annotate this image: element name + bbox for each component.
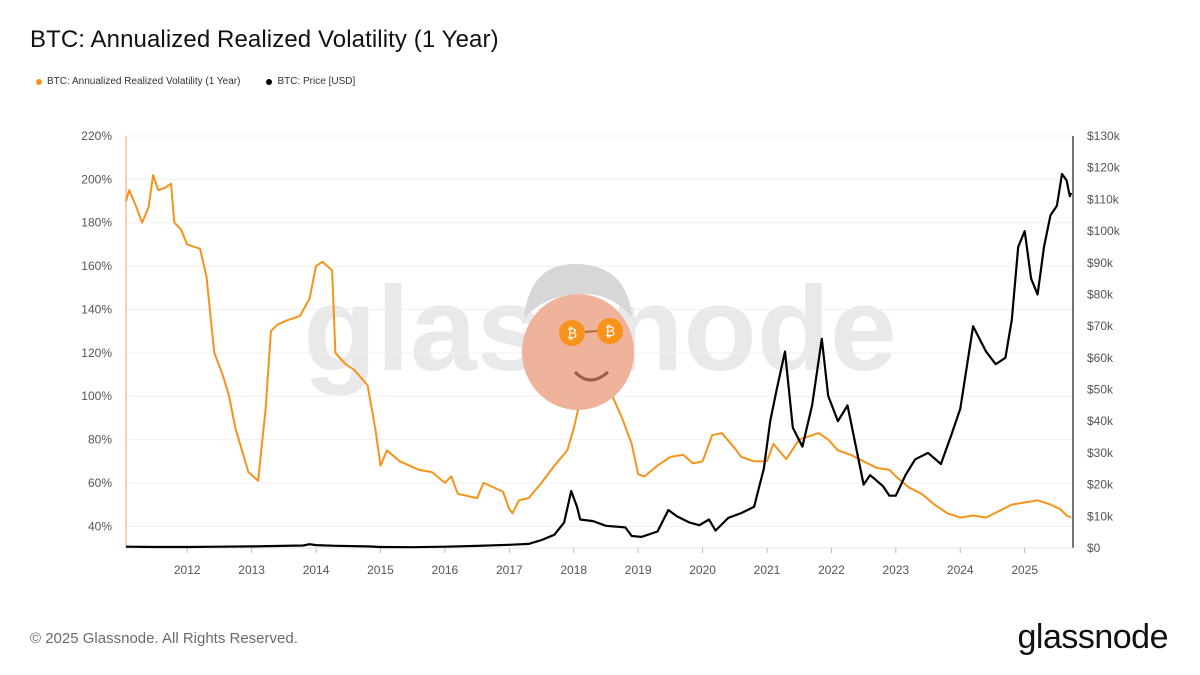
y-left-tick-label: 40%: [88, 519, 112, 533]
y-right-tick-label: $90k: [1087, 256, 1114, 270]
legend-item-volatility[interactable]: BTC: Annualized Realized Volatility (1 Y…: [36, 76, 240, 87]
y-right-tick-label: $20k: [1087, 478, 1114, 492]
legend-item-price[interactable]: BTC: Price [USD]: [266, 76, 355, 87]
volatility-series-line[interactable]: [125, 174, 1072, 519]
chart-title: BTC: Annualized Realized Volatility (1 Y…: [30, 26, 499, 53]
y-left-tick-label: 160%: [81, 259, 112, 273]
y-right-tick-label: $120k: [1087, 161, 1121, 175]
y-right-tick-label: $100k: [1087, 224, 1121, 238]
x-tick-label: 2020: [689, 563, 716, 577]
y-right-tick-label: $10k: [1087, 509, 1114, 523]
y-left-tick-label: 100%: [81, 389, 112, 403]
svg-text:₿: ₿: [567, 325, 577, 341]
y-right-tick-label: $80k: [1087, 287, 1114, 301]
series-group: [125, 172, 1073, 549]
x-tick-label: 2018: [560, 563, 587, 577]
legend-dot-volatility: [36, 78, 42, 85]
price-series-line[interactable]: [125, 172, 1073, 549]
bitcoin-glasses-face-illustration: ₿ ₿: [522, 263, 634, 410]
x-tick-label: 2025: [1011, 563, 1038, 577]
y-left-tick-label: 120%: [81, 346, 112, 360]
x-tick-label: 2014: [303, 563, 330, 577]
x-tick-label: 2024: [947, 563, 974, 577]
y-left-tick-label: 220%: [81, 129, 112, 143]
axes: 40% 60% 80% 100% 120% 140% 160% 180% 200% 220% $0 $…: [81, 129, 1120, 577]
y-left-tick-label: 200%: [81, 172, 112, 186]
x-tick-label: 2016: [432, 563, 459, 577]
y-right-tick-label: $130k: [1087, 129, 1121, 143]
glassnode-logo[interactable]: glassnode: [1017, 618, 1168, 656]
y-left-tick-label: 80%: [88, 433, 112, 447]
legend: BTC: Annualized Realized Volatility (1 Y…: [36, 76, 355, 87]
y-right-tick-label: $30k: [1087, 446, 1114, 460]
y-right-tick-label: $110k: [1087, 192, 1120, 206]
x-tick-label: 2013: [238, 563, 265, 577]
legend-dot-price: [266, 78, 273, 85]
x-tick-label: 2021: [754, 563, 781, 577]
y-left-tick-label: 180%: [81, 216, 112, 230]
y-left-tick-label: 140%: [81, 302, 112, 316]
y-right-tick-label: $40k: [1087, 414, 1114, 428]
x-tick-label: 2015: [367, 563, 394, 577]
legend-label-price: BTC: Price [USD]: [277, 76, 356, 87]
copyright: © 2025 Glassnode. All Rights Reserved.: [30, 630, 298, 647]
legend-label-volatility: BTC: Annualized Realized Volatility (1 Y…: [47, 76, 241, 87]
y-right-tick-label: $0: [1087, 541, 1101, 555]
x-tick-label: 2019: [625, 563, 652, 577]
x-tick-label: 2012: [174, 563, 201, 577]
y-right-tick-label: $70k: [1087, 319, 1114, 333]
svg-text:₿: ₿: [605, 323, 615, 339]
x-tick-label: 2017: [496, 563, 523, 577]
y-right-tick-label: $50k: [1087, 383, 1114, 397]
y-right-tick-label: $60k: [1087, 351, 1114, 365]
x-tick-label: 2023: [882, 563, 909, 577]
x-tick-label: 2022: [818, 563, 845, 577]
y-left-tick-label: 60%: [88, 476, 112, 490]
